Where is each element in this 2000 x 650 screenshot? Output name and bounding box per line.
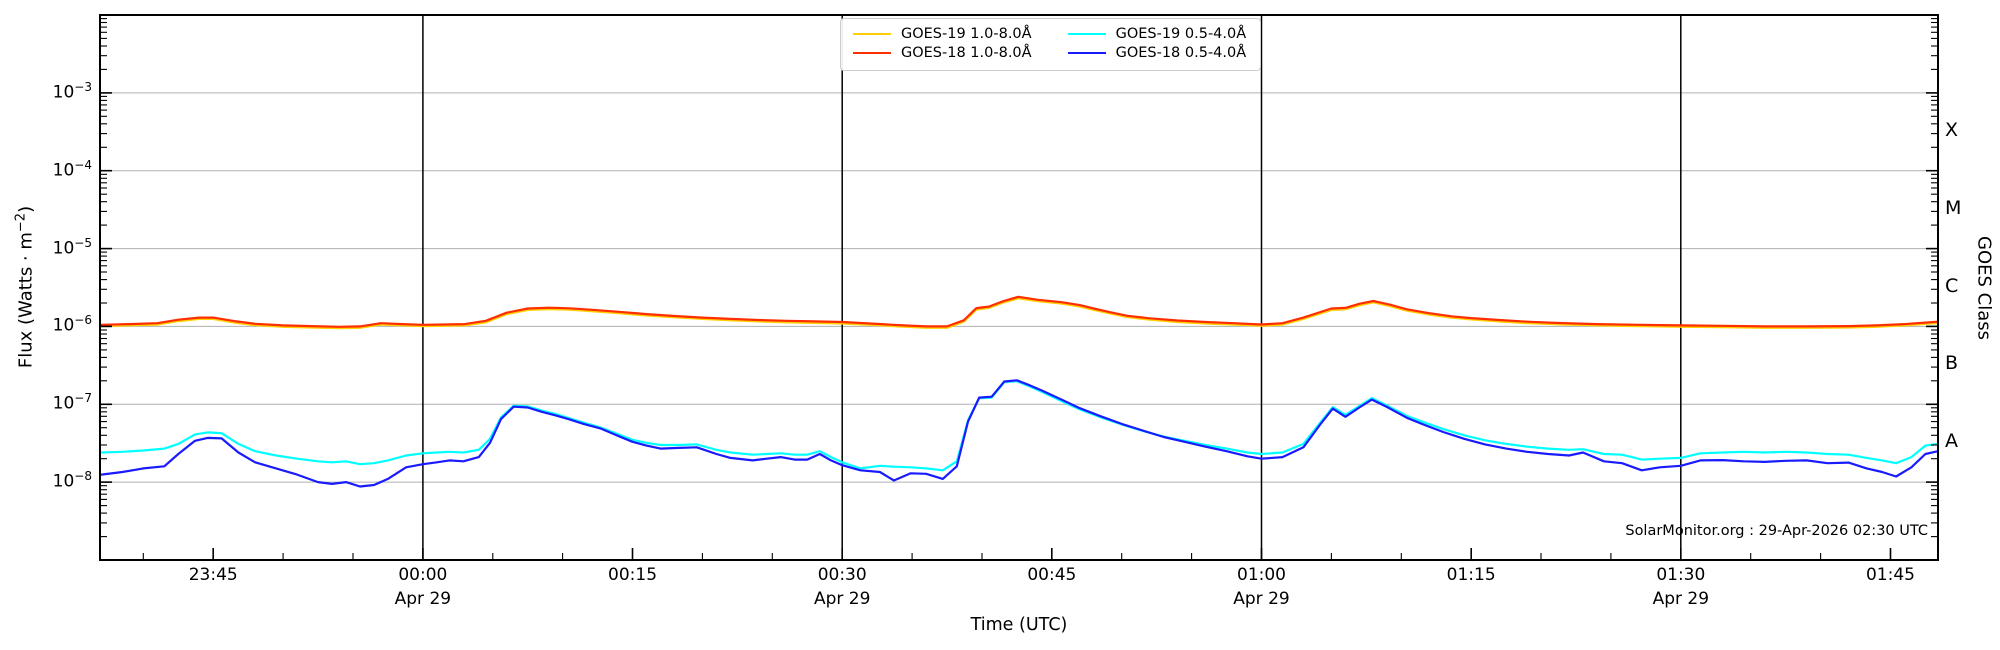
legend-label: GOES-18 1.0-8.0Å [901,45,1032,61]
goes-class-label: X [1945,118,1959,141]
series-goes-18-0-5-4-0- [100,379,1940,488]
legend-line-swatch [853,51,891,55]
x-tick-label: 00:30 [817,565,867,585]
legend: GOES-19 1.0-8.0Å GOES-19 0.5-4.0Å GOES-18 … [840,18,1262,71]
y-tick-label: 10−5 [52,235,92,259]
y-axis-label: Flux (Watts · m−2) [13,205,37,369]
x-tick-label: 23:45 [188,565,238,585]
legend-item: GOES-19 1.0-8.0Å [853,26,1032,42]
x-tick-label: 01:15 [1446,565,1496,585]
series-goes-19-0-5-4-0- [100,380,1940,472]
goes-class-label: B [1945,352,1959,375]
watermark-text: SolarMonitor.org : 29-Apr-2026 02:30 UTC [1625,523,1928,539]
x-tick-label: 01:45 [1865,565,1915,585]
legend-line-swatch [1067,51,1106,55]
y-tick-label: 10−6 [52,313,92,337]
legend-label: GOES-19 0.5-4.0Å [1115,26,1247,42]
legend-line-swatch [1067,32,1106,36]
legend-item: GOES-18 1.0-8.0Å [853,45,1032,61]
y-tick-label: 10−3 [52,79,92,103]
x-tick-date-label: Apr 29 [1233,589,1290,609]
x-tick-label: 00:45 [1027,565,1077,585]
goes-class-label: M [1945,196,1962,219]
x-tick-label: 00:00 [398,565,448,585]
x-tick-date-label: Apr 29 [1652,589,1710,609]
x-tick-date-label: Apr 29 [394,589,452,609]
y-tick-label: 10−7 [52,391,92,414]
x-tick-label: 00:15 [608,565,658,585]
right-axis-label: GOES Class [1973,236,1995,340]
goes-class-label: A [1945,430,1958,453]
x-tick-label: 01:30 [1656,565,1706,585]
axis-frame [99,14,1939,561]
legend-line-swatch [853,32,891,36]
legend-label: GOES-18 0.5-4.0Å [1115,45,1247,61]
x-axis-label: Time (UTC) [970,615,1068,635]
legend-item: GOES-19 0.5-4.0Å [1067,26,1247,42]
legend-label: GOES-19 1.0-8.0Å [901,26,1032,42]
y-tick-label: 10−4 [52,157,92,181]
series-goes-19-1-0-8-0- [100,297,1940,330]
x-tick-date-label: Apr 29 [813,589,871,609]
y-tick-label: 10−8 [52,469,92,492]
series-goes-18-1-0-8-0- [100,295,1940,328]
legend-item: GOES-18 0.5-4.0Å [1067,45,1247,61]
goes-class-label: C [1945,274,1959,297]
x-tick-label: 01:00 [1237,565,1286,585]
